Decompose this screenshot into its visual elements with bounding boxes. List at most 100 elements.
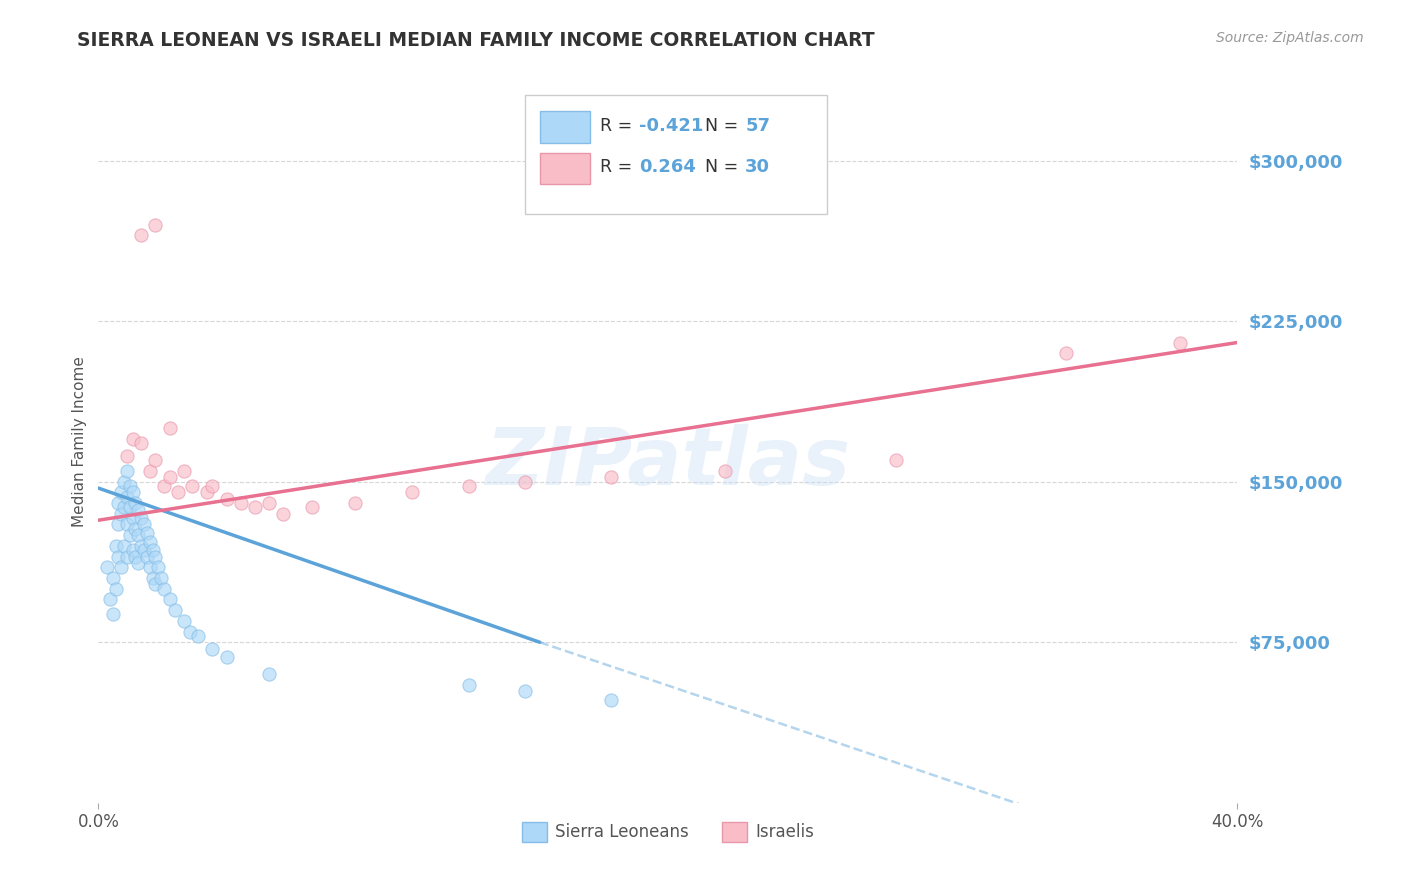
Point: [159, 470, 181, 484]
Point: [138, 534, 160, 549]
Y-axis label: Median Family Income: Median Family Income: [72, 356, 87, 527]
Point: [107, 549, 129, 564]
Point: [121, 543, 143, 558]
Point: [124, 549, 146, 564]
Point: [195, 485, 218, 500]
Point: [129, 436, 152, 450]
Point: [145, 549, 167, 564]
Point: [148, 560, 170, 574]
Point: [135, 549, 157, 564]
Point: [179, 624, 201, 639]
Point: [215, 650, 238, 665]
Point: [132, 517, 155, 532]
Point: [118, 479, 141, 493]
Point: [101, 571, 124, 585]
Point: [153, 582, 176, 596]
Point: [515, 684, 537, 698]
Point: [173, 614, 195, 628]
Text: 0.264: 0.264: [640, 158, 696, 176]
Point: [132, 543, 155, 558]
Point: [138, 560, 160, 574]
Point: [118, 500, 141, 515]
Point: [112, 539, 135, 553]
Point: [127, 556, 149, 570]
Point: [243, 500, 266, 515]
Point: [124, 522, 146, 536]
Point: [145, 218, 167, 232]
Text: N =: N =: [706, 158, 744, 176]
Point: [121, 432, 143, 446]
Point: [129, 228, 152, 243]
Point: [600, 693, 623, 707]
FancyBboxPatch shape: [526, 95, 827, 214]
Point: [127, 502, 149, 516]
Point: [96, 560, 118, 574]
Point: [141, 543, 163, 558]
Point: [98, 592, 121, 607]
Text: 57: 57: [745, 117, 770, 135]
Point: [121, 511, 143, 525]
Point: [112, 500, 135, 515]
Point: [110, 507, 132, 521]
Point: [110, 560, 132, 574]
Point: [401, 485, 423, 500]
Point: [141, 571, 163, 585]
Point: [165, 603, 187, 617]
Point: [457, 479, 479, 493]
Point: [515, 475, 537, 489]
Point: [457, 678, 479, 692]
Point: [104, 539, 127, 553]
Point: [104, 582, 127, 596]
Point: [259, 667, 281, 681]
Point: [167, 485, 190, 500]
Point: [187, 629, 209, 643]
Point: [301, 500, 323, 515]
Point: [173, 464, 195, 478]
Point: [129, 539, 152, 553]
Text: R =: R =: [599, 117, 637, 135]
Legend: Sierra Leoneans, Israelis: Sierra Leoneans, Israelis: [515, 815, 821, 848]
Point: [107, 517, 129, 532]
Point: [229, 496, 252, 510]
Point: [112, 475, 135, 489]
Point: [201, 641, 224, 656]
Point: [273, 507, 295, 521]
Point: [884, 453, 907, 467]
Point: [115, 549, 138, 564]
Point: [145, 577, 167, 591]
Point: [127, 528, 149, 542]
Point: [121, 485, 143, 500]
Point: [343, 496, 366, 510]
FancyBboxPatch shape: [540, 153, 591, 185]
Point: [101, 607, 124, 622]
Text: R =: R =: [599, 158, 637, 176]
Text: Source: ZipAtlas.com: Source: ZipAtlas.com: [1216, 31, 1364, 45]
Point: [159, 592, 181, 607]
Point: [115, 449, 138, 463]
Point: [159, 421, 181, 435]
Point: [118, 528, 141, 542]
Point: [1170, 335, 1192, 350]
Point: [115, 464, 138, 478]
Point: [714, 464, 737, 478]
Point: [115, 517, 138, 532]
Point: [138, 464, 160, 478]
Point: [215, 491, 238, 506]
Point: [115, 490, 138, 504]
Point: [259, 496, 281, 510]
Point: [110, 485, 132, 500]
Point: [129, 511, 152, 525]
Point: [201, 479, 224, 493]
Point: [153, 479, 176, 493]
Point: [107, 496, 129, 510]
Text: N =: N =: [706, 117, 744, 135]
Text: -0.421: -0.421: [640, 117, 704, 135]
Point: [150, 571, 173, 585]
Text: ZIPatlas: ZIPatlas: [485, 425, 851, 502]
Text: 30: 30: [745, 158, 770, 176]
Point: [135, 526, 157, 541]
Point: [181, 479, 204, 493]
Point: [1056, 346, 1078, 360]
Text: SIERRA LEONEAN VS ISRAELI MEDIAN FAMILY INCOME CORRELATION CHART: SIERRA LEONEAN VS ISRAELI MEDIAN FAMILY …: [77, 31, 875, 50]
FancyBboxPatch shape: [540, 112, 591, 143]
